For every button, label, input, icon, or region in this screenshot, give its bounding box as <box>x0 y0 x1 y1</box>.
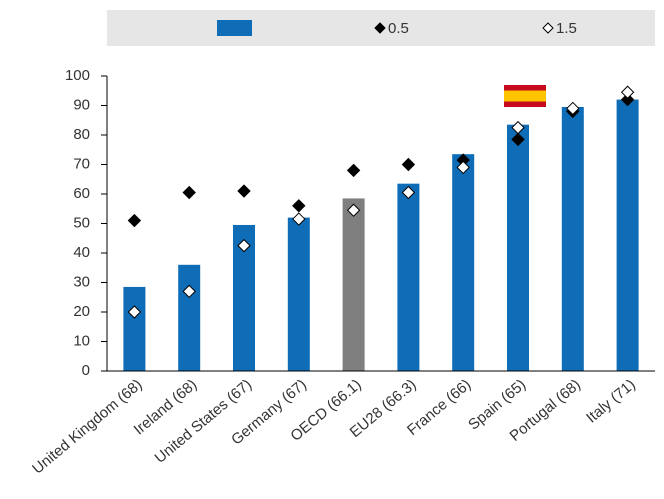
marker <box>182 185 196 200</box>
bar <box>123 286 146 371</box>
legend-marker <box>542 22 554 34</box>
marker <box>292 212 306 226</box>
y-tick-label: 0 <box>82 362 90 379</box>
bar <box>342 198 365 371</box>
y-tick-label: 60 <box>73 185 90 202</box>
bar <box>233 224 255 371</box>
y-tick-label: 80 <box>73 126 90 143</box>
marker <box>127 305 142 319</box>
marker <box>237 238 251 253</box>
bar <box>507 124 529 371</box>
legend-label: 0.5 <box>388 20 409 37</box>
marker <box>346 163 361 178</box>
marker <box>182 284 196 299</box>
y-tick-label: 90 <box>73 96 90 113</box>
y-tick-label: 20 <box>73 303 90 320</box>
marker <box>566 101 580 116</box>
y-tick-label: 50 <box>73 214 90 231</box>
marker <box>511 120 525 135</box>
marker <box>511 132 525 147</box>
marker <box>401 157 416 172</box>
bar <box>178 264 201 371</box>
x-tick-label: United Kingdom (68) <box>29 376 145 477</box>
legend-label: 1.5 <box>556 20 577 37</box>
x-tick-label: United States (67) <box>152 376 256 467</box>
bar <box>287 217 310 371</box>
x-tick-label: Italy (71) <box>583 376 639 427</box>
marker <box>456 160 470 175</box>
marker <box>346 203 361 217</box>
legend-marker <box>374 22 386 34</box>
y-tick-label: 10 <box>73 332 90 349</box>
bar <box>616 99 639 371</box>
bar <box>397 183 420 371</box>
bar <box>561 106 584 371</box>
marker <box>292 199 306 213</box>
y-tick-label: 100 <box>65 67 90 84</box>
legend-swatch <box>217 20 252 36</box>
marker <box>127 213 142 228</box>
bar <box>452 154 475 371</box>
marker <box>620 85 635 99</box>
y-tick-label: 70 <box>73 155 90 172</box>
marker <box>237 184 251 198</box>
spain-flag <box>504 85 546 107</box>
y-tick-label: 40 <box>73 244 90 261</box>
marker <box>401 185 416 200</box>
marker <box>620 92 635 107</box>
y-tick-label: 30 <box>73 273 90 290</box>
